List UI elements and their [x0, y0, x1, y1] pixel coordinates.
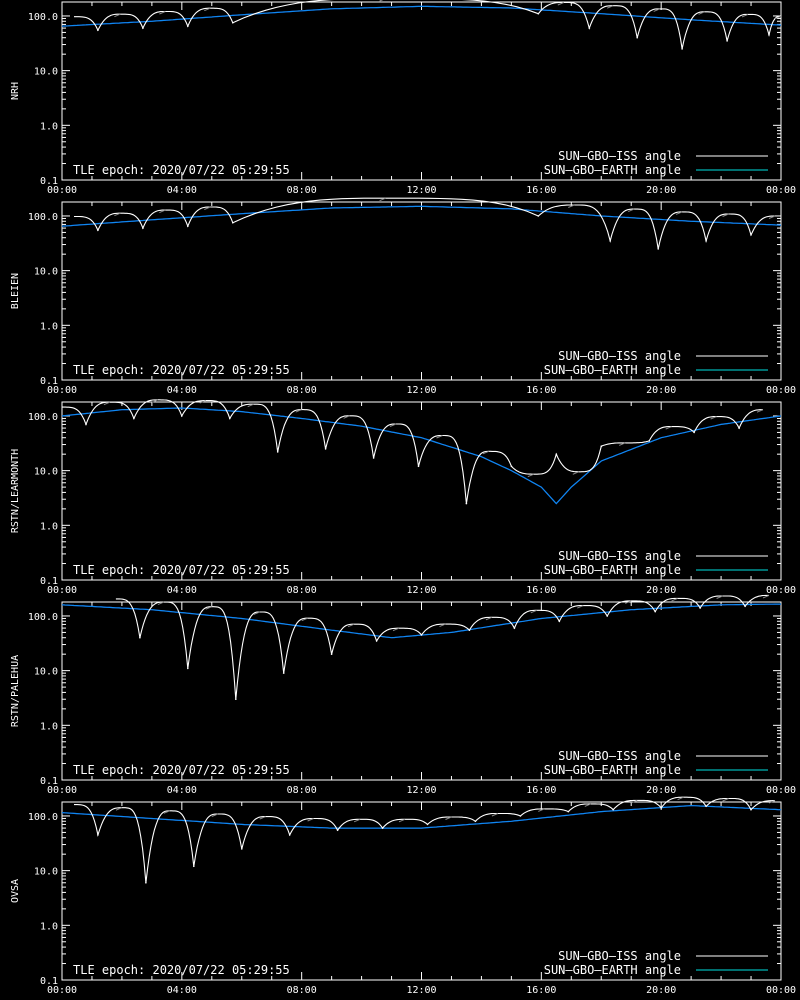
x-tick-label: 16:00: [526, 985, 556, 996]
sun-gbo-iss-curve-night: [114, 197, 776, 219]
x-tick-label: 16:00: [526, 785, 556, 796]
x-tick-label: 00:00: [47, 985, 77, 996]
tle-epoch-label: TLE epoch: 2020/07/22 05:29:55: [73, 763, 290, 777]
x-tick-label: 04:00: [167, 385, 197, 396]
x-tick-label: 00:00: [47, 185, 77, 196]
x-tick-label: 20:00: [646, 785, 676, 796]
y-axis-label: BLEIEN: [10, 273, 21, 309]
y-tick-label: 0.1: [40, 176, 58, 187]
y-tick-label: 1.0: [40, 721, 58, 732]
tle-epoch-label: TLE epoch: 2020/07/22 05:29:55: [73, 163, 290, 177]
sun-gbo-earth-curve-highlight: [61, 407, 782, 505]
y-axis-label: RSTN/LEARMONTH: [10, 449, 21, 533]
y-tick-label: 0.1: [40, 576, 58, 587]
x-tick-label: 12:00: [406, 985, 436, 996]
panel-nrh: 00:00 04:00 08:00 12:00 16:00 20:00 00:000.11.…: [10, 0, 796, 196]
sun-gbo-iss-curve: [74, 197, 775, 250]
x-tick-label: 08:00: [287, 385, 317, 396]
panel-rstn-palehua: 00:00 04:00 08:00 12:00 16:00 20:00 00:000.11.…: [10, 594, 796, 796]
y-axis-label: RSTN/PALEHUA: [10, 655, 21, 727]
x-tick-label: 20:00: [646, 985, 676, 996]
x-tick-label: 04:00: [167, 985, 197, 996]
legend-label: SUN–GBO–EARTH angle: [544, 763, 681, 777]
x-tick-label: 04:00: [167, 785, 197, 796]
x-tick-label: 00:00: [766, 185, 796, 196]
x-tick-label: 08:00: [287, 985, 317, 996]
legend-label: SUN–GBO–EARTH angle: [544, 163, 681, 177]
y-tick-label: 100.0: [28, 12, 58, 23]
legend-label: SUN–GBO–ISS angle: [558, 149, 681, 163]
tle-epoch-label: TLE epoch: 2020/07/22 05:29:55: [73, 563, 290, 577]
sun-gbo-iss-curve-night: [114, 0, 782, 20]
x-tick-label: 12:00: [406, 185, 436, 196]
panel-bleien: 00:00 04:00 08:00 12:00 16:00 20:00 00:000.11.…: [10, 197, 796, 396]
sun-gbo-iss-curve: [74, 796, 775, 883]
legend-label: SUN–GBO–ISS angle: [558, 549, 681, 563]
legend-label: SUN–GBO–EARTH angle: [544, 363, 681, 377]
sun-gbo-earth-curve-highlight: [61, 5, 782, 27]
y-tick-label: 10.0: [34, 467, 58, 478]
x-tick-label: 00:00: [47, 385, 77, 396]
y-tick-label: 10.0: [34, 267, 58, 278]
sun-gbo-iss-curve-night: [103, 399, 764, 478]
x-tick-label: 12:00: [406, 785, 436, 796]
y-tick-label: 100.0: [28, 412, 58, 423]
y-tick-label: 10.0: [34, 867, 58, 878]
y-tick-label: 1.0: [40, 121, 58, 132]
y-tick-label: 100.0: [28, 612, 58, 623]
x-tick-label: 00:00: [47, 785, 77, 796]
x-tick-label: 16:00: [526, 585, 556, 596]
panel-ovsa: 00:00 04:00 08:00 12:00 16:00 20:00 00:000.11.…: [10, 796, 796, 996]
y-tick-label: 100.0: [28, 812, 58, 823]
sun-gbo-earth-curve-highlight: [61, 205, 782, 227]
y-axis-label: OVSA: [10, 879, 21, 903]
legend-label: SUN–GBO–EARTH angle: [544, 563, 681, 577]
x-tick-label: 04:00: [167, 185, 197, 196]
x-tick-label: 00:00: [766, 585, 796, 596]
x-tick-label: 16:00: [526, 385, 556, 396]
y-tick-label: 100.0: [28, 212, 58, 223]
legend-label: SUN–GBO–EARTH angle: [544, 963, 681, 977]
sun-gbo-iss-curve-night: [115, 796, 776, 823]
sun-gbo-iss-curve-night: [157, 594, 770, 632]
x-tick-label: 00:00: [766, 785, 796, 796]
legend-label: SUN–GBO–ISS angle: [558, 949, 681, 963]
panel-rstn-learmonth: 00:00 04:00 08:00 12:00 16:00 20:00 00:000.11.…: [10, 399, 796, 596]
x-tick-label: 16:00: [526, 185, 556, 196]
y-tick-label: 10.0: [34, 667, 58, 678]
tle-epoch-label: TLE epoch: 2020/07/22 05:29:55: [73, 363, 290, 377]
x-tick-label: 08:00: [287, 585, 317, 596]
y-tick-label: 0.1: [40, 976, 58, 987]
sun-gbo-iss-curve: [74, 0, 781, 50]
y-tick-label: 0.1: [40, 776, 58, 787]
x-tick-label: 20:00: [646, 185, 676, 196]
x-tick-label: 00:00: [766, 385, 796, 396]
y-tick-label: 10.0: [34, 67, 58, 78]
x-tick-label: 04:00: [167, 585, 197, 596]
y-axis-label: NRH: [10, 82, 21, 100]
x-tick-label: 00:00: [766, 985, 796, 996]
y-tick-label: 0.1: [40, 376, 58, 387]
y-tick-label: 1.0: [40, 921, 58, 932]
x-tick-label: 08:00: [287, 785, 317, 796]
y-tick-label: 1.0: [40, 321, 58, 332]
x-tick-label: 08:00: [287, 185, 317, 196]
x-tick-label: 12:00: [406, 385, 436, 396]
x-tick-label: 12:00: [406, 585, 436, 596]
legend-label: SUN–GBO–ISS angle: [558, 349, 681, 363]
y-tick-label: 1.0: [40, 521, 58, 532]
x-tick-label: 20:00: [646, 385, 676, 396]
legend-label: SUN–GBO–ISS angle: [558, 749, 681, 763]
tle-epoch-label: TLE epoch: 2020/07/22 05:29:55: [73, 963, 290, 977]
sun-gbo-iss-curve: [62, 399, 763, 504]
sun-gbo-iss-curve: [115, 594, 769, 700]
x-tick-label: 20:00: [646, 585, 676, 596]
x-tick-label: 00:00: [47, 585, 77, 596]
